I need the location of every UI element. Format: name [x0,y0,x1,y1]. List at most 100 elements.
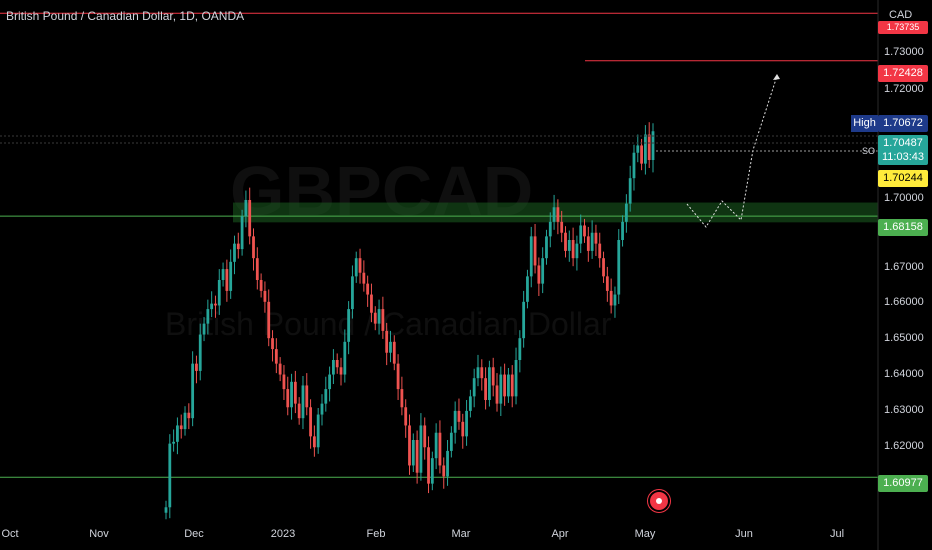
candle-body [564,232,567,251]
candle-body [552,207,556,222]
candle-body [362,272,366,284]
projection-arrowhead [773,74,780,80]
candle-body [240,216,244,250]
candle-body [537,265,541,284]
candle-body [267,301,271,339]
x-tick-nov: Nov [89,528,109,540]
candle-body [214,303,217,306]
candle-body [446,450,449,477]
economic-event-icon[interactable] [650,492,668,510]
candle-body [373,312,377,324]
candle-body [411,440,415,466]
candle-body [396,363,400,390]
x-tick-feb: Feb [366,528,386,540]
candle-body [430,458,434,484]
y-tick-1.72000: 1.72000 [884,83,924,95]
candle-body [556,207,560,222]
candle-body [187,412,191,419]
candle-body [339,367,343,375]
candle-body [202,323,206,335]
candle-body [468,396,472,411]
candle-body [571,240,575,259]
candle-body [514,360,518,397]
candle-body [457,410,461,422]
candlestick-series [164,122,655,520]
y-tick-1.67000: 1.67000 [884,261,924,273]
candle-body [476,367,480,379]
high-label: High [851,115,878,132]
candle-body [244,200,248,217]
yellow-price-tag: 1.70244 [878,170,928,187]
candle-body [640,145,643,164]
candle-body [529,236,533,277]
candle-body [389,341,392,353]
candle-body [274,349,278,364]
candle-body [377,309,381,324]
candle-body [312,436,316,448]
lower-line-price-tag: 1.60977 [878,475,928,492]
candle-body [164,507,168,513]
candle-body [510,374,514,397]
candle-body [316,414,320,448]
candle-body [286,389,290,408]
candle-body [255,258,259,280]
candle-body [332,360,335,375]
candle-body [198,334,202,371]
candle-body [560,221,564,233]
candle-body [415,440,419,473]
upper-line-price-tag: 1.73735 [878,21,928,34]
candle-body [461,421,465,437]
y-tick-1.62000: 1.62000 [884,440,924,452]
x-tick-apr: Apr [551,528,569,540]
candle-body [176,425,179,442]
support-zone-price-tag: 1.68158 [878,219,928,236]
x-tick-2023: 2023 [270,528,296,540]
candle-body [487,367,491,400]
candle-body [605,276,609,291]
candle-body [480,367,484,379]
candle-body [206,309,210,324]
candle-body [179,425,183,430]
x-tick-oct: Oct [1,528,19,540]
candle-body [358,258,362,273]
candle-body [320,403,324,415]
candle-body [324,389,328,404]
candle-body [305,385,309,408]
candle-body [408,425,411,466]
x-tick-jun: Jun [735,528,753,540]
countdown-timer: 11:03:43 [881,151,924,163]
candle-body [617,240,621,295]
y-tick-1.66000: 1.66000 [884,296,924,308]
candle-body [632,152,636,179]
candle-body [233,243,236,262]
candle-body [575,243,579,259]
y-tick-1.73000: 1.73000 [884,46,924,58]
candle-body [583,225,586,237]
candle-body [328,374,332,390]
candle-body [541,258,545,284]
candle-body [647,134,651,160]
currency-label[interactable]: CAD [889,9,913,21]
candle-body [491,367,495,386]
candle-body [293,381,297,404]
candle-body [419,425,423,473]
candle-body [392,341,396,364]
candle-body [259,280,263,291]
candle-body [381,309,385,331]
candle-body [465,410,468,437]
candle-body [183,412,187,430]
candle-body [651,131,655,160]
last-price-value: 1.70487 [883,137,923,149]
candle-body [252,236,255,259]
candle-body [210,303,214,310]
candle-body [282,374,286,390]
candle-body [248,200,252,237]
candle-body [533,236,537,266]
candle-body [522,301,526,339]
x-tick-mar: Mar [451,528,471,540]
candle-body [290,381,293,408]
candle-body [172,441,176,444]
so-label: SO [862,146,876,156]
candle-body [354,258,358,277]
